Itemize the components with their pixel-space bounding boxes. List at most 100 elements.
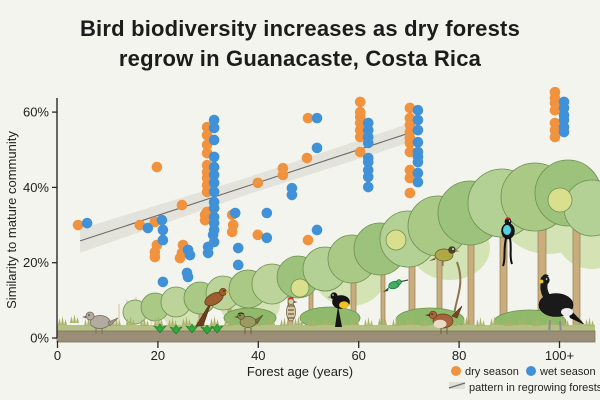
- y-axis: 0% 20% 40% 60% Similarity to mature communi…: [4, 98, 58, 346]
- dry-season-point: [226, 226, 238, 238]
- wet-season-point: [229, 207, 241, 219]
- wet-season-point: [208, 177, 220, 189]
- dry-season-point: [134, 219, 146, 231]
- wren-icon: [425, 305, 463, 334]
- dry-season-point: [151, 161, 163, 173]
- y-axis-title: Similarity to mature community: [4, 131, 19, 309]
- dry-season-point: [404, 137, 416, 149]
- wet-season-point: [311, 224, 323, 236]
- wet-season-point: [208, 134, 220, 146]
- title-line-2: regrow in Guanacaste, Costa Rica: [118, 46, 482, 71]
- wet-season-point: [412, 104, 424, 116]
- dry-season-point: [252, 229, 264, 241]
- wet-season-point: [208, 186, 220, 198]
- wet-season-point: [208, 151, 220, 163]
- x-axis: 0 20 40 60 80 100+ Forest age (years): [54, 341, 574, 379]
- x-tick-label: 20: [151, 348, 165, 363]
- wet-season-point: [208, 114, 220, 126]
- dry-season-point: [404, 146, 416, 158]
- wet-season-point: [184, 249, 196, 261]
- x-tick-label: 0: [54, 348, 61, 363]
- wet-season-point: [558, 126, 570, 138]
- dry-season-point: [277, 169, 289, 181]
- dry-season-point: [174, 252, 186, 264]
- canopy-main-layer: [122, 159, 600, 335]
- y-tick-label: 60%: [23, 105, 49, 120]
- dry-season-point: [149, 251, 161, 263]
- wet-season-point: [362, 137, 374, 149]
- wet-season-point: [412, 124, 424, 136]
- y-tick-label: 40%: [23, 180, 49, 195]
- wet-season-point: [412, 114, 424, 126]
- wet-season-point: [362, 171, 374, 183]
- wet-season-point: [181, 267, 193, 279]
- woodpecker-icon: [286, 297, 298, 322]
- wet-season-point: [208, 202, 220, 214]
- wet-season-points: [81, 96, 570, 288]
- wet-season-point: [412, 136, 424, 148]
- x-tick-label: 100+: [545, 348, 574, 363]
- title-line-1: Bird biodiversity increases as dry fores…: [79, 16, 521, 41]
- wet-season-point: [232, 259, 244, 271]
- wet-season-point: [412, 156, 424, 168]
- wet-season-point: [207, 229, 219, 241]
- forest-illustration: [56, 159, 600, 343]
- grass-band: [57, 325, 595, 333]
- legend-dry-label: dry season: [465, 366, 519, 378]
- dry-season-point: [252, 177, 264, 189]
- finch-icon: [429, 246, 460, 266]
- dry-season-point: [354, 146, 366, 158]
- squirrel-cuckoo-icon: [195, 288, 231, 327]
- x-axis-title: Forest age (years): [247, 364, 353, 379]
- wet-season-marker-icon: [526, 366, 536, 376]
- dry-season-point: [302, 112, 314, 124]
- y-tick-label: 20%: [23, 255, 49, 270]
- wet-season-point: [208, 161, 220, 173]
- x-tick-label: 40: [251, 348, 265, 363]
- dry-season-point: [404, 102, 416, 114]
- y-tick-label: 0%: [30, 331, 49, 346]
- dry-season-point: [354, 96, 366, 108]
- wet-season-point: [412, 176, 424, 188]
- dry-season-point: [404, 164, 416, 176]
- x-tick-label: 60: [351, 348, 365, 363]
- curassow-icon: [538, 274, 585, 335]
- sparrow-icon: [234, 312, 264, 334]
- legend: dry season wet season pattern in regrowi…: [448, 366, 600, 394]
- chart-title: Bird biodiversity increases as dry fores…: [0, 14, 600, 74]
- wet-season-point: [362, 156, 374, 168]
- wet-season-point: [412, 167, 424, 179]
- wet-season-point: [286, 189, 298, 201]
- dry-season-point: [302, 234, 314, 246]
- dry-season-point: [549, 131, 561, 143]
- dry-season-point: [404, 172, 416, 184]
- dry-season-point: [301, 152, 313, 164]
- wet-season-point: [311, 142, 323, 154]
- wet-season-point: [81, 217, 93, 229]
- wet-season-point: [208, 122, 220, 134]
- wet-season-point: [142, 222, 154, 234]
- wet-season-point: [311, 112, 323, 124]
- dry-season-marker-icon: [451, 366, 461, 376]
- wet-season-point: [362, 181, 374, 193]
- dry-season-point: [72, 219, 84, 231]
- wet-season-point: [232, 242, 244, 254]
- tanager-icon: [501, 217, 515, 267]
- dry-season-point: [404, 187, 416, 199]
- legend-trend-label: pattern in regrowing forests: [469, 382, 600, 394]
- wet-season-point: [157, 276, 169, 288]
- ground-strip: [56, 330, 596, 343]
- dry-season-point: [354, 131, 366, 143]
- wet-season-point: [261, 232, 273, 244]
- wet-season-point: [208, 169, 220, 181]
- dry-season-point: [549, 104, 561, 116]
- dove-icon: [82, 311, 119, 334]
- wet-season-point: [202, 247, 214, 259]
- legend-wet-label: wet season: [539, 366, 596, 378]
- wet-season-point: [157, 234, 169, 246]
- hummingbird-icon: [383, 279, 409, 292]
- oriole-icon: [327, 292, 350, 327]
- wet-season-point: [261, 207, 273, 219]
